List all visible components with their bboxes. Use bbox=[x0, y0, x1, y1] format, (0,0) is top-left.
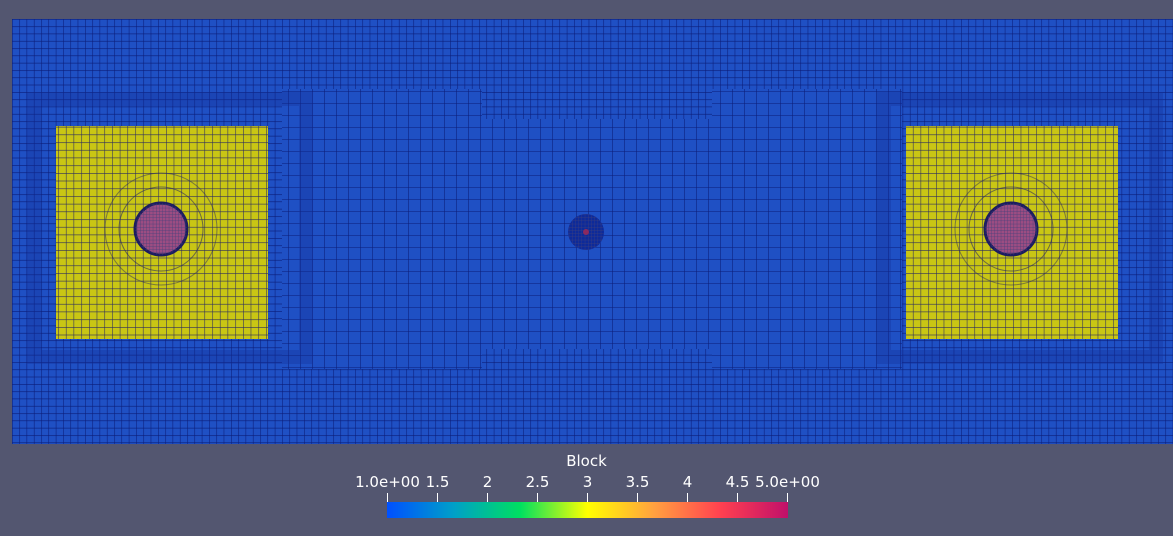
mesh-plot bbox=[12, 19, 1173, 444]
mesh-domain[interactable] bbox=[12, 19, 1173, 444]
